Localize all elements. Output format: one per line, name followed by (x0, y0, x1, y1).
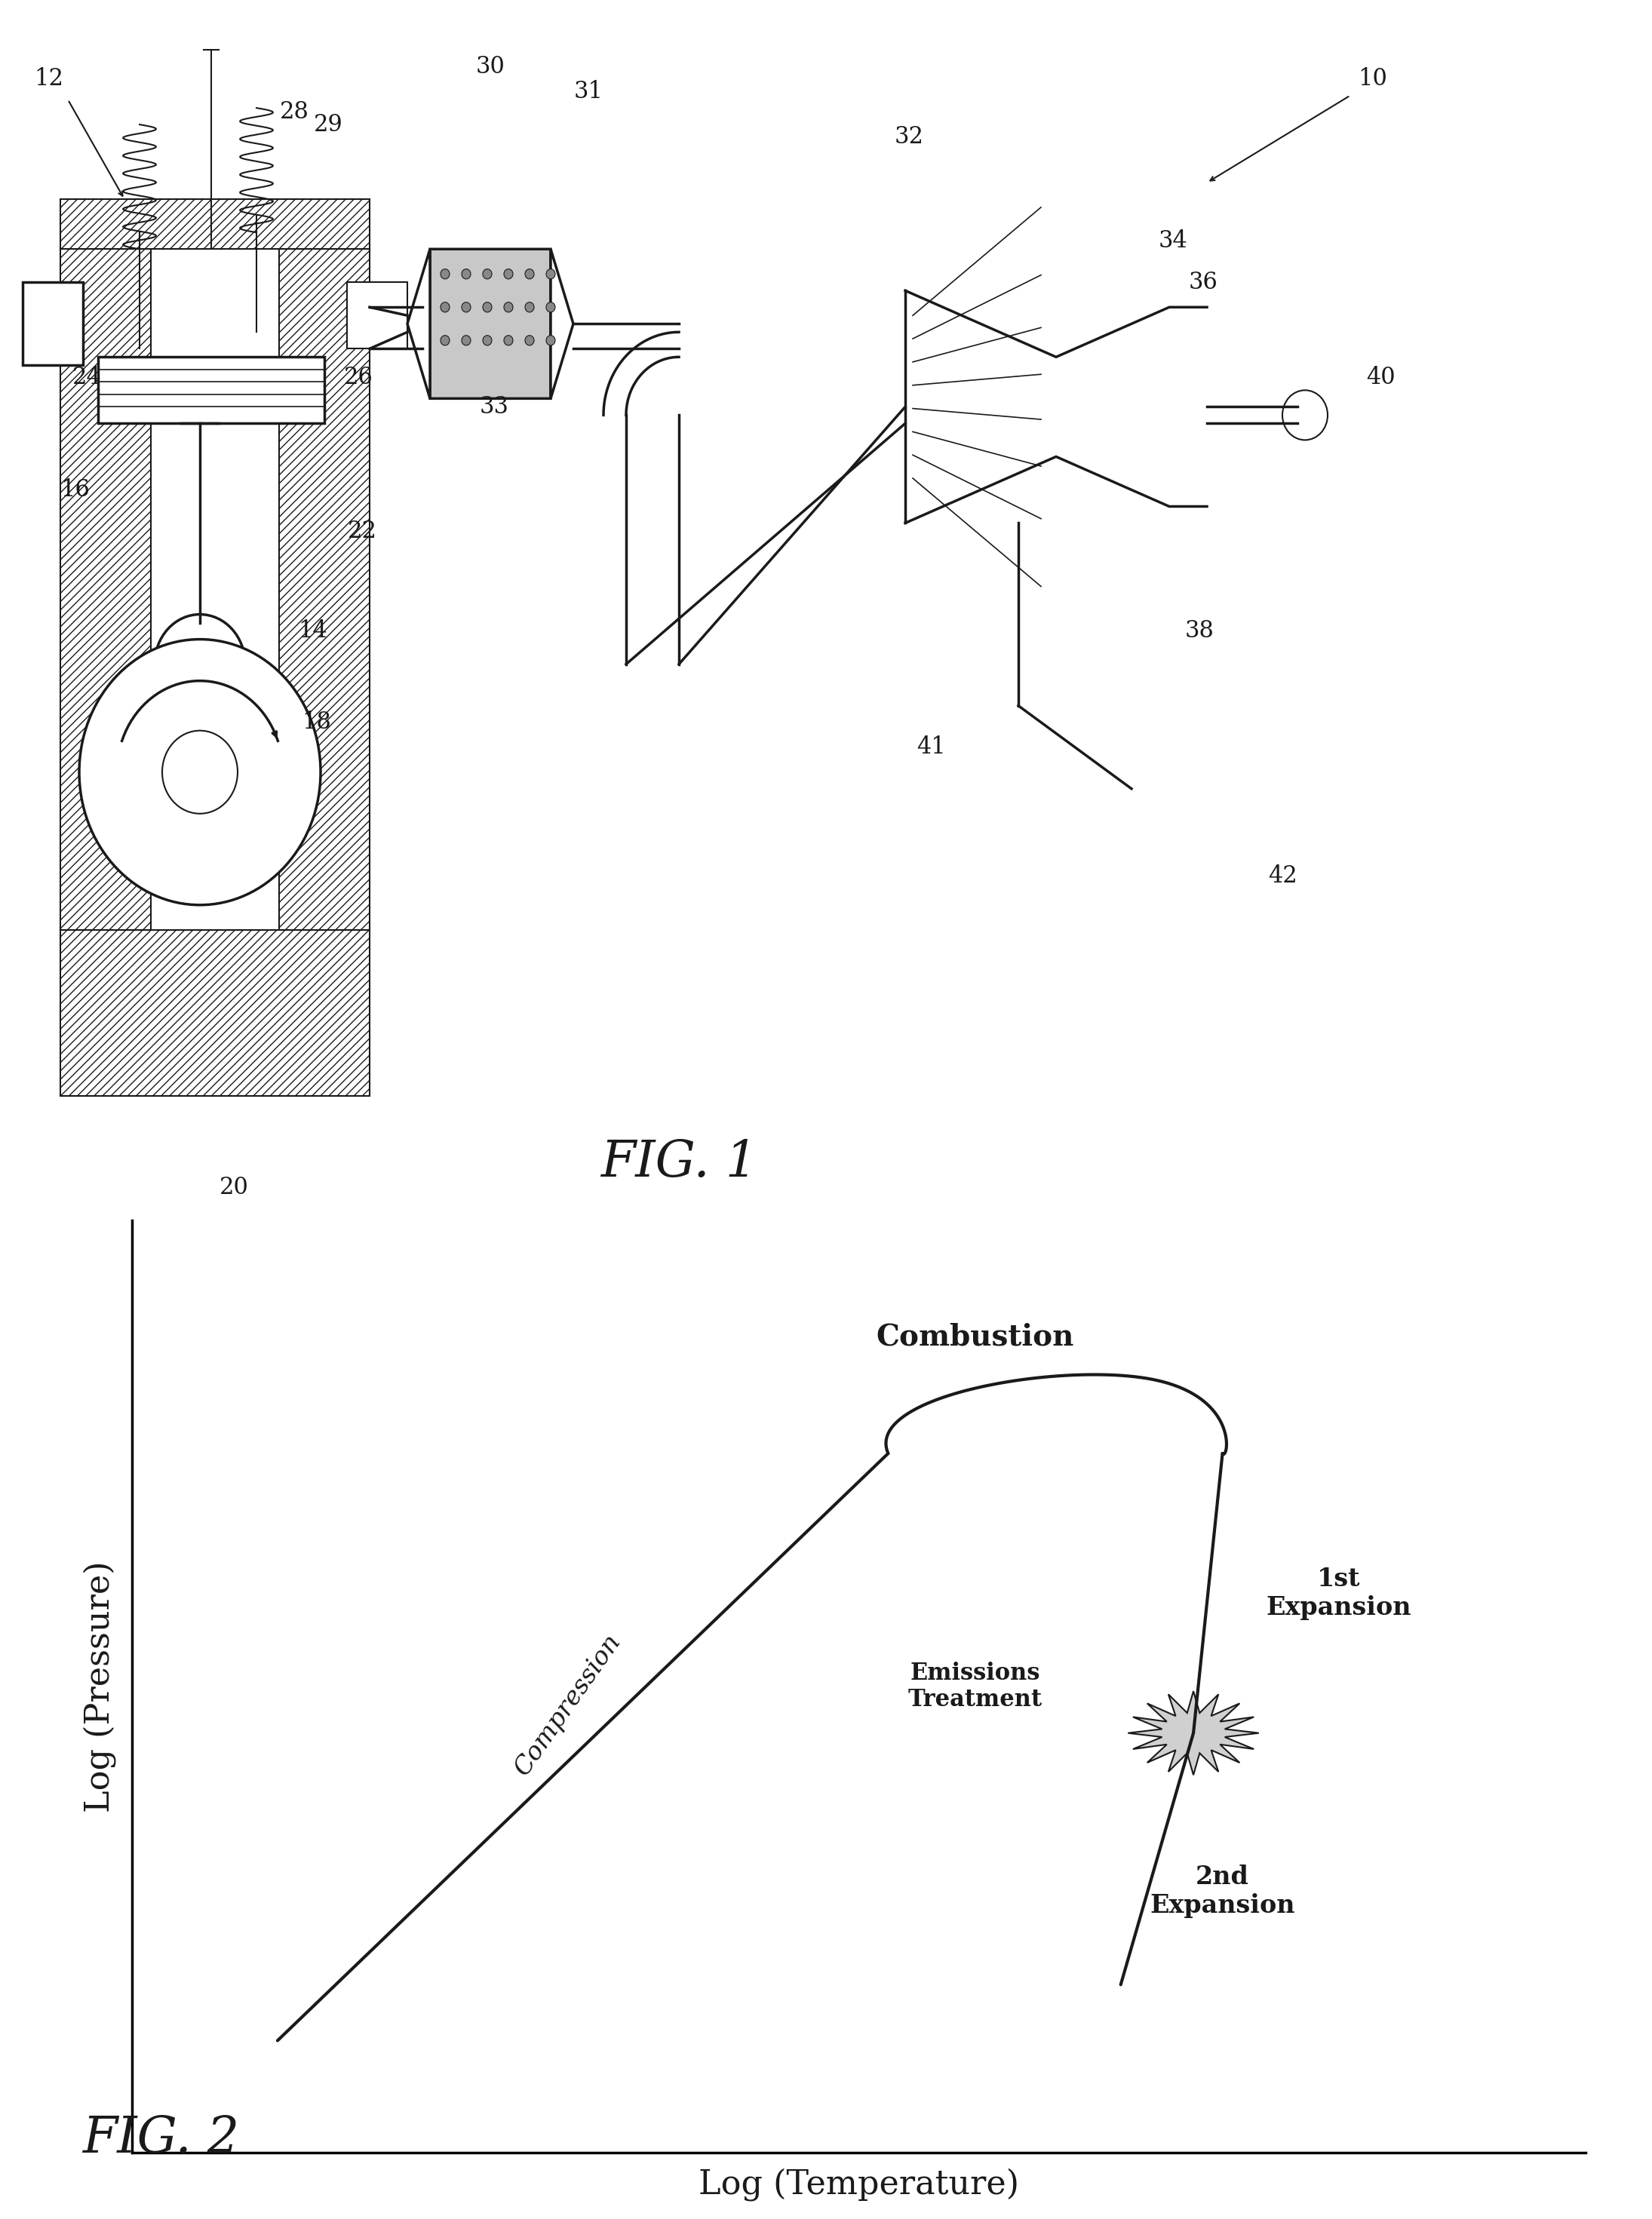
Text: 18: 18 (302, 710, 332, 734)
Circle shape (162, 730, 238, 814)
Polygon shape (550, 249, 573, 399)
Text: 16: 16 (61, 477, 91, 501)
Circle shape (547, 268, 555, 280)
Text: Combustion: Combustion (876, 1323, 1074, 1351)
Circle shape (504, 335, 514, 346)
Polygon shape (408, 249, 430, 399)
Circle shape (482, 335, 492, 346)
Bar (347, 282, 408, 348)
Text: 2nd
Expansion: 2nd Expansion (1150, 1864, 1295, 1919)
Text: 30: 30 (476, 55, 506, 78)
Circle shape (525, 302, 534, 313)
Text: 22: 22 (347, 519, 377, 544)
Circle shape (461, 268, 471, 280)
Text: 40: 40 (1366, 366, 1394, 391)
Text: 36: 36 (1188, 271, 1218, 293)
Text: 12: 12 (35, 67, 64, 91)
Circle shape (1282, 391, 1328, 439)
Circle shape (504, 268, 514, 280)
Text: FIG. 2: FIG. 2 (83, 2115, 240, 2164)
Circle shape (441, 335, 449, 346)
Y-axis label: Log (Pressure): Log (Pressure) (84, 1560, 116, 1813)
Circle shape (79, 639, 320, 905)
Circle shape (482, 268, 492, 280)
FancyBboxPatch shape (430, 249, 550, 399)
Circle shape (155, 615, 244, 715)
Text: 1st
Expansion: 1st Expansion (1265, 1567, 1411, 1620)
Text: 32: 32 (894, 124, 923, 149)
Text: 20: 20 (220, 1176, 248, 1198)
Text: 38: 38 (1184, 619, 1214, 644)
Text: 41: 41 (917, 734, 947, 759)
Circle shape (441, 268, 449, 280)
Circle shape (504, 302, 514, 313)
X-axis label: Log (Temperature): Log (Temperature) (699, 2168, 1019, 2201)
Text: 14: 14 (299, 619, 327, 644)
Text: Emissions
Treatment: Emissions Treatment (909, 1662, 1042, 1711)
Bar (61, 200, 370, 249)
Text: FIG. 1: FIG. 1 (600, 1138, 757, 1187)
Bar (61, 249, 150, 930)
Circle shape (525, 268, 534, 280)
Text: 24: 24 (73, 366, 101, 391)
Circle shape (547, 302, 555, 313)
Circle shape (525, 335, 534, 346)
Circle shape (482, 302, 492, 313)
Bar (279, 249, 370, 930)
Bar (61, 930, 370, 1096)
Text: 31: 31 (573, 80, 603, 102)
Polygon shape (1128, 1691, 1259, 1775)
Text: 10: 10 (1358, 67, 1388, 91)
Text: 34: 34 (1158, 229, 1188, 253)
Text: 33: 33 (479, 395, 509, 419)
Text: 29: 29 (314, 113, 342, 135)
Text: 42: 42 (1267, 863, 1297, 888)
Text: 26: 26 (344, 366, 373, 391)
Circle shape (441, 302, 449, 313)
Text: Compression: Compression (510, 1631, 626, 1780)
Bar (97, 357, 324, 424)
Circle shape (461, 302, 471, 313)
Circle shape (177, 639, 223, 690)
Circle shape (461, 335, 471, 346)
Circle shape (547, 335, 555, 346)
Text: 28: 28 (279, 100, 309, 124)
Bar (23, 282, 83, 366)
